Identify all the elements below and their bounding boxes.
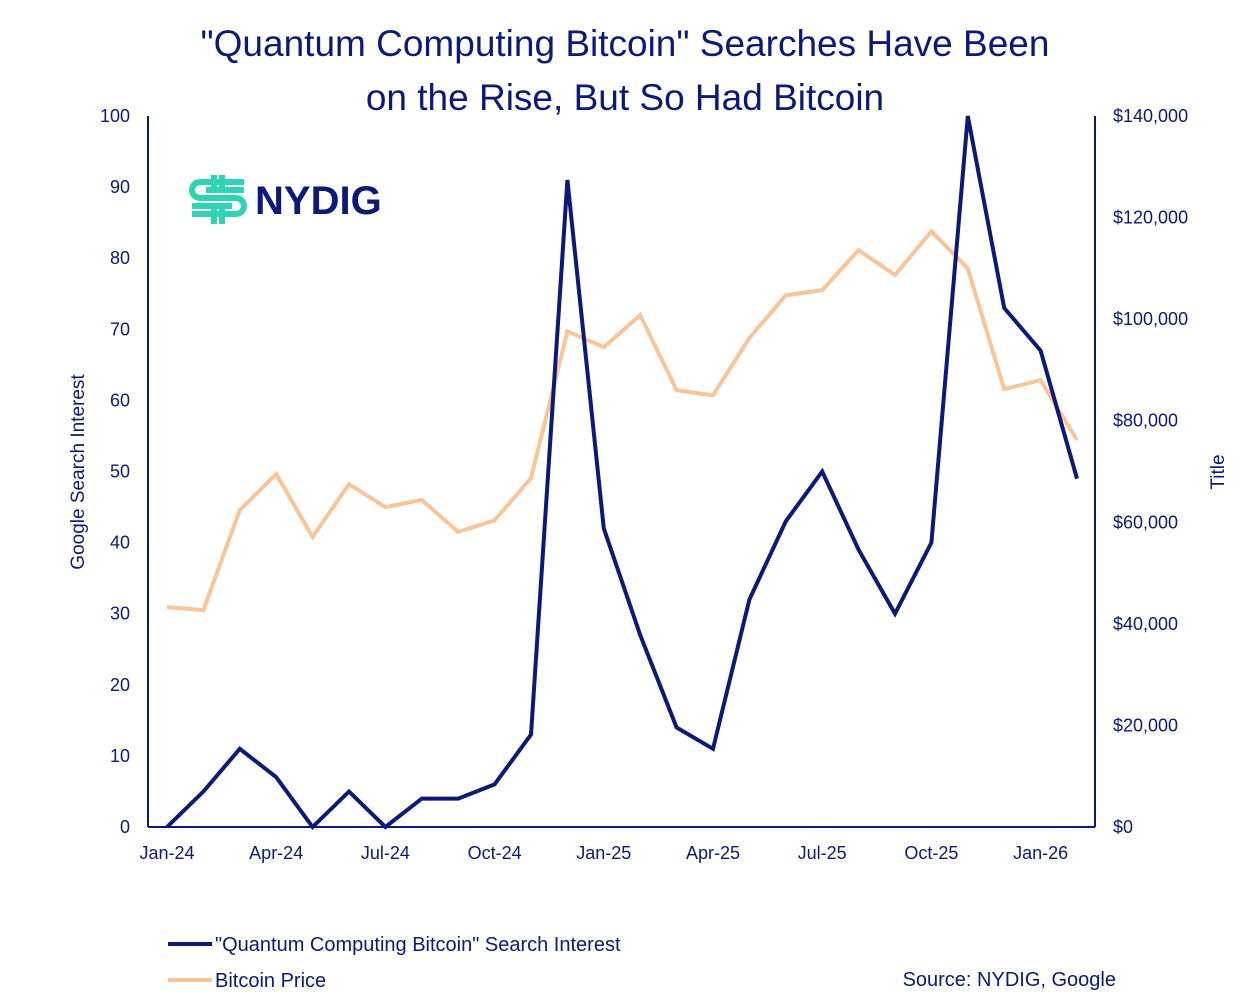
y2-tick-label: $120,000: [1113, 208, 1188, 228]
y-tick-label: 30: [110, 604, 130, 624]
y-axis-label: Google Search Interest: [68, 374, 89, 570]
legend-label-search: "Quantum Computing Bitcoin" Search Inter…: [215, 934, 621, 956]
chart-title-line-1: "Quantum Computing Bitcoin" Searches Hav…: [201, 23, 1050, 64]
y2-tick-label: $40,000: [1113, 614, 1178, 634]
y-tick-label: 0: [120, 817, 130, 837]
y-tick-label: 50: [110, 462, 130, 482]
x-tick-label: Apr-24: [249, 843, 303, 863]
axes: 0 10 20 30 40 50 60 70 80 90 100 $0 $20,000 $40,000 $6…: [100, 106, 1188, 863]
y2-tick-label: $0: [1113, 817, 1133, 837]
y2-tick-label: $100,000: [1113, 309, 1188, 329]
y-tick-label: 40: [110, 533, 130, 553]
source-note: Source: NYDIG, Google: [903, 969, 1116, 991]
legend-label-price: Bitcoin Price: [215, 970, 326, 992]
x-tick-label: Apr-25: [686, 843, 740, 863]
legend: "Quantum Computing Bitcoin" Search Inter…: [168, 934, 621, 992]
x-tick-label: Oct-24: [468, 843, 522, 863]
logo-text: NYDIG: [255, 179, 382, 223]
x-tick-label: Jan-26: [1013, 843, 1068, 863]
y-tick-label: 100: [100, 106, 130, 126]
y2-axis-label: Title: [1208, 454, 1229, 489]
y2-tick-label: $20,000: [1113, 715, 1178, 735]
x-tick-label: Oct-25: [904, 843, 958, 863]
y2-tick-label: $140,000: [1113, 106, 1188, 126]
y-tick-label: 70: [110, 319, 130, 339]
search-interest-line: [165, 115, 1079, 831]
y-tick-label: 10: [110, 746, 130, 766]
logo-mark: [189, 175, 247, 224]
x-tick-label: Jul-25: [798, 843, 847, 863]
x-tick-label: Jul-24: [361, 843, 410, 863]
y2-tick-label: $80,000: [1113, 411, 1178, 431]
y-tick-label: 80: [110, 248, 130, 268]
y-tick-label: 20: [110, 675, 130, 695]
y-tick-label: 90: [110, 177, 130, 197]
x-tick-label: Jan-24: [139, 843, 194, 863]
y2-tick-label: $60,000: [1113, 512, 1178, 532]
chart-title-line-2: on the Rise, But So Had Bitcoin: [366, 77, 884, 118]
x-tick-label: Jan-25: [576, 843, 631, 863]
y-tick-label: 60: [110, 390, 130, 410]
series: [165, 115, 1079, 831]
nydig-logo: NYDIG: [189, 175, 382, 224]
bitcoin-price-line: [166, 228, 1079, 613]
